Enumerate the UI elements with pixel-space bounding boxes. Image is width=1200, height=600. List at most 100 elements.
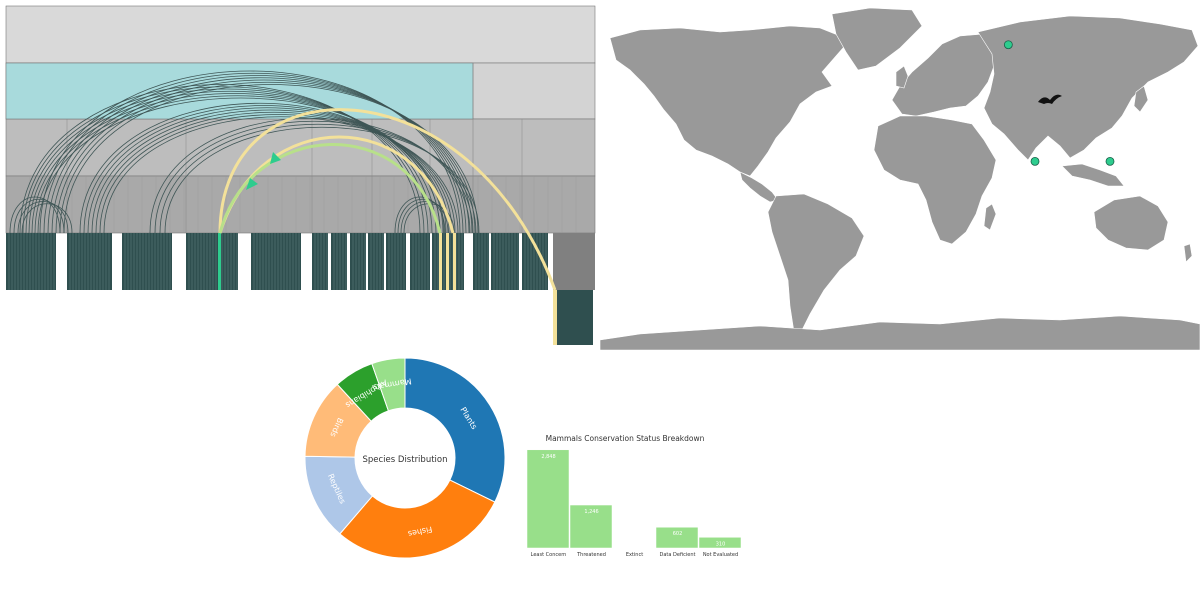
highlighted-leaf <box>553 290 557 345</box>
leaf-group <box>368 233 384 290</box>
highlighted-leaf <box>218 233 221 290</box>
arc-link <box>149 117 471 234</box>
arc-link <box>21 203 73 234</box>
arc-link <box>47 75 467 234</box>
leaf-group <box>251 233 301 290</box>
arc-link <box>17 201 69 234</box>
map-marker[interactable] <box>1105 156 1115 166</box>
leaf-group <box>6 233 56 290</box>
bar-value-label: 310 <box>716 541 726 547</box>
bar-value-label: 602 <box>673 531 683 537</box>
highlighted-arcs <box>218 108 557 291</box>
arc-link <box>91 109 450 234</box>
bar-labels: 2,848 Least Concern 1,246 Threatened Extinct… <box>531 454 739 558</box>
leaf-group <box>122 233 172 290</box>
arc-link <box>59 82 476 234</box>
arc-link <box>397 198 449 234</box>
arc-arrow <box>270 152 281 164</box>
arc-arrow <box>246 178 258 190</box>
bar-svg: Mammals Conservation Status Breakdown 2,… <box>526 434 742 558</box>
highlight-arc <box>218 108 557 291</box>
arc-link <box>34 95 441 234</box>
united-kingdom <box>895 65 909 89</box>
highlighted-leaf <box>439 233 442 290</box>
arc-link <box>159 124 477 234</box>
bar-value-label: 2,848 <box>541 454 555 460</box>
central-america <box>739 171 779 203</box>
bars <box>526 449 742 549</box>
antarctica <box>599 315 1200 351</box>
arc-link <box>9 196 61 234</box>
bar[interactable] <box>569 504 613 549</box>
bar[interactable] <box>655 526 699 549</box>
map-marker[interactable] <box>1003 40 1013 50</box>
arc-link <box>55 79 473 234</box>
bar[interactable] <box>698 537 742 549</box>
arc-link <box>103 116 459 234</box>
donut-slices <box>304 357 506 559</box>
arc-link <box>63 84 479 234</box>
bar-category-label: Threatened <box>576 552 606 558</box>
leaf-group <box>67 233 112 290</box>
south-america <box>767 193 865 335</box>
arc-link <box>99 114 456 234</box>
bar-category-label: Extinct <box>626 552 643 558</box>
bar-category-label: Not Evaluated <box>703 552 738 558</box>
arc-link <box>25 88 429 234</box>
leaf-group <box>553 290 593 345</box>
arc-link <box>87 107 447 234</box>
arc-link <box>154 121 474 234</box>
species-donut-chart: Plants Fishes Reptiles Birds Amphibians Mamma… <box>300 350 510 565</box>
australia <box>1093 195 1169 251</box>
leaf-group <box>491 233 519 290</box>
arc-link <box>95 112 453 234</box>
arc-link <box>37 97 445 234</box>
leaf-group <box>186 233 238 290</box>
leaf-group <box>473 233 489 290</box>
level-band <box>5 175 596 234</box>
bar[interactable] <box>526 449 570 549</box>
arc-link <box>164 127 480 234</box>
donut-svg: PlantsFishesReptilesBirdsAmphibiansMamma… <box>304 357 506 559</box>
land-masses <box>599 7 1200 351</box>
greenland <box>831 7 923 71</box>
donut-slice[interactable] <box>404 357 506 503</box>
arc-link <box>83 105 444 234</box>
asia <box>977 15 1199 161</box>
hierarchy-levels <box>5 5 596 345</box>
new-zealand <box>1183 243 1193 263</box>
arc-diagram <box>0 0 600 350</box>
arc-link <box>394 196 446 234</box>
leaf-group <box>331 233 347 290</box>
arc-diagram-svg <box>5 5 596 345</box>
donut-slice[interactable] <box>339 479 496 559</box>
africa <box>873 115 997 245</box>
leaf-group <box>350 233 366 290</box>
donut-slice[interactable] <box>371 357 406 412</box>
map-markers <box>1003 40 1115 166</box>
arc-link <box>13 198 65 234</box>
north-america <box>609 25 851 177</box>
arc-link <box>19 84 421 234</box>
leaf-group <box>553 233 595 290</box>
highlighted-leaf <box>446 233 449 290</box>
southeast-asia-islands <box>1061 163 1125 187</box>
japan <box>1133 85 1149 113</box>
bar-category-label: Least Concern <box>531 552 567 558</box>
bird-icon <box>1038 94 1062 104</box>
world-map-svg <box>599 7 1200 351</box>
highlighted-leaf <box>453 233 456 290</box>
highlight-arc <box>218 143 442 234</box>
map-marker[interactable] <box>1030 156 1040 166</box>
madagascar <box>983 203 997 231</box>
arc-link <box>22 86 425 234</box>
bar-category-label: Data Deficient <box>660 552 696 558</box>
leaf-group <box>312 233 328 290</box>
donut-center-label: Species Distribution <box>362 455 447 465</box>
arc-link <box>51 77 470 234</box>
bar-chart-title: Mammals Conservation Status Breakdown <box>546 434 705 443</box>
world-map <box>599 0 1200 351</box>
conservation-bar-chart: Mammals Conservation Status Breakdown 2,… <box>515 425 755 565</box>
bar-value-label: 1,246 <box>584 509 598 515</box>
level-band <box>5 5 596 64</box>
